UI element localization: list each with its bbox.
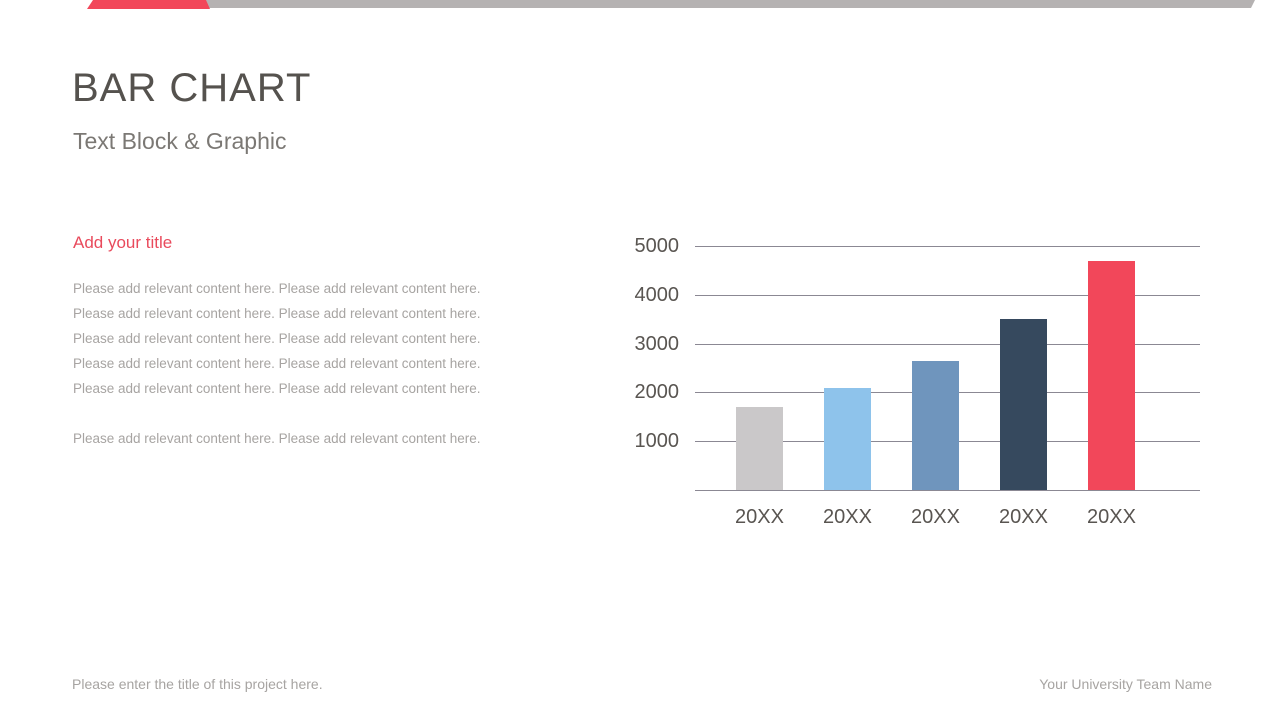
body-line: Please add relevant content here. Please…: [73, 381, 481, 396]
body-line: Please add relevant content here. Please…: [73, 356, 481, 371]
bar-series-4: [1000, 319, 1047, 490]
x-axis-tick-label: 20XX: [823, 506, 872, 528]
top-accent-red-shape: [87, 0, 210, 9]
section-heading: Add your title: [73, 233, 173, 252]
bar-series-3: [912, 360, 959, 490]
gridline: [695, 294, 1200, 296]
x-axis-tick-label: 20XX: [911, 506, 960, 528]
y-axis-tick-label: 2000: [634, 381, 680, 404]
x-axis-tick-label: 20XX: [999, 506, 1048, 528]
gridline: [695, 343, 1200, 345]
bar-series-1: [736, 407, 783, 490]
footer-team-name: Your University Team Name: [1039, 676, 1212, 692]
y-axis-tick-label: 3000: [634, 332, 680, 355]
y-axis-tick-label: 1000: [634, 430, 680, 453]
bar-chart-plot-area: [695, 246, 1200, 491]
body-line: Please add relevant content here. Please…: [73, 306, 481, 321]
bar-series-5: [1088, 260, 1135, 490]
page-subtitle: Text Block & Graphic: [73, 128, 287, 154]
bar-series-2: [824, 387, 871, 490]
gridline: [695, 246, 1200, 247]
gridline: [695, 490, 1200, 491]
footer-project-title: Please enter the title of this project h…: [72, 676, 323, 692]
body-line: Please add relevant content here. Please…: [73, 431, 481, 446]
y-axis-tick-label: 4000: [634, 283, 680, 306]
y-axis-tick-label: 5000: [634, 235, 680, 257]
body-line: Please add relevant content here. Please…: [73, 331, 481, 346]
top-bar-gray: [203, 0, 1255, 8]
body-line: Please add relevant content here. Please…: [73, 281, 481, 296]
bar-chart: 1000 2000 3000 4000 5000 20XX 20XX 20XX 20XX 20XX: [633, 230, 1203, 540]
body-paragraph-2: Please add relevant content here. Please…: [73, 426, 481, 451]
body-paragraph-1: Please add relevant content here. Please…: [73, 276, 481, 401]
x-axis-tick-label: 20XX: [735, 506, 784, 528]
x-axis-tick-label: 20XX: [1087, 506, 1136, 528]
page-title: BAR CHART: [72, 66, 312, 110]
